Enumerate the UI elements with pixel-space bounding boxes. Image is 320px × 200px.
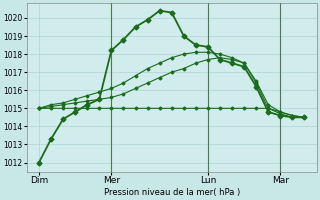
X-axis label: Pression niveau de la mer( hPa ): Pression niveau de la mer( hPa ) [104, 188, 240, 197]
